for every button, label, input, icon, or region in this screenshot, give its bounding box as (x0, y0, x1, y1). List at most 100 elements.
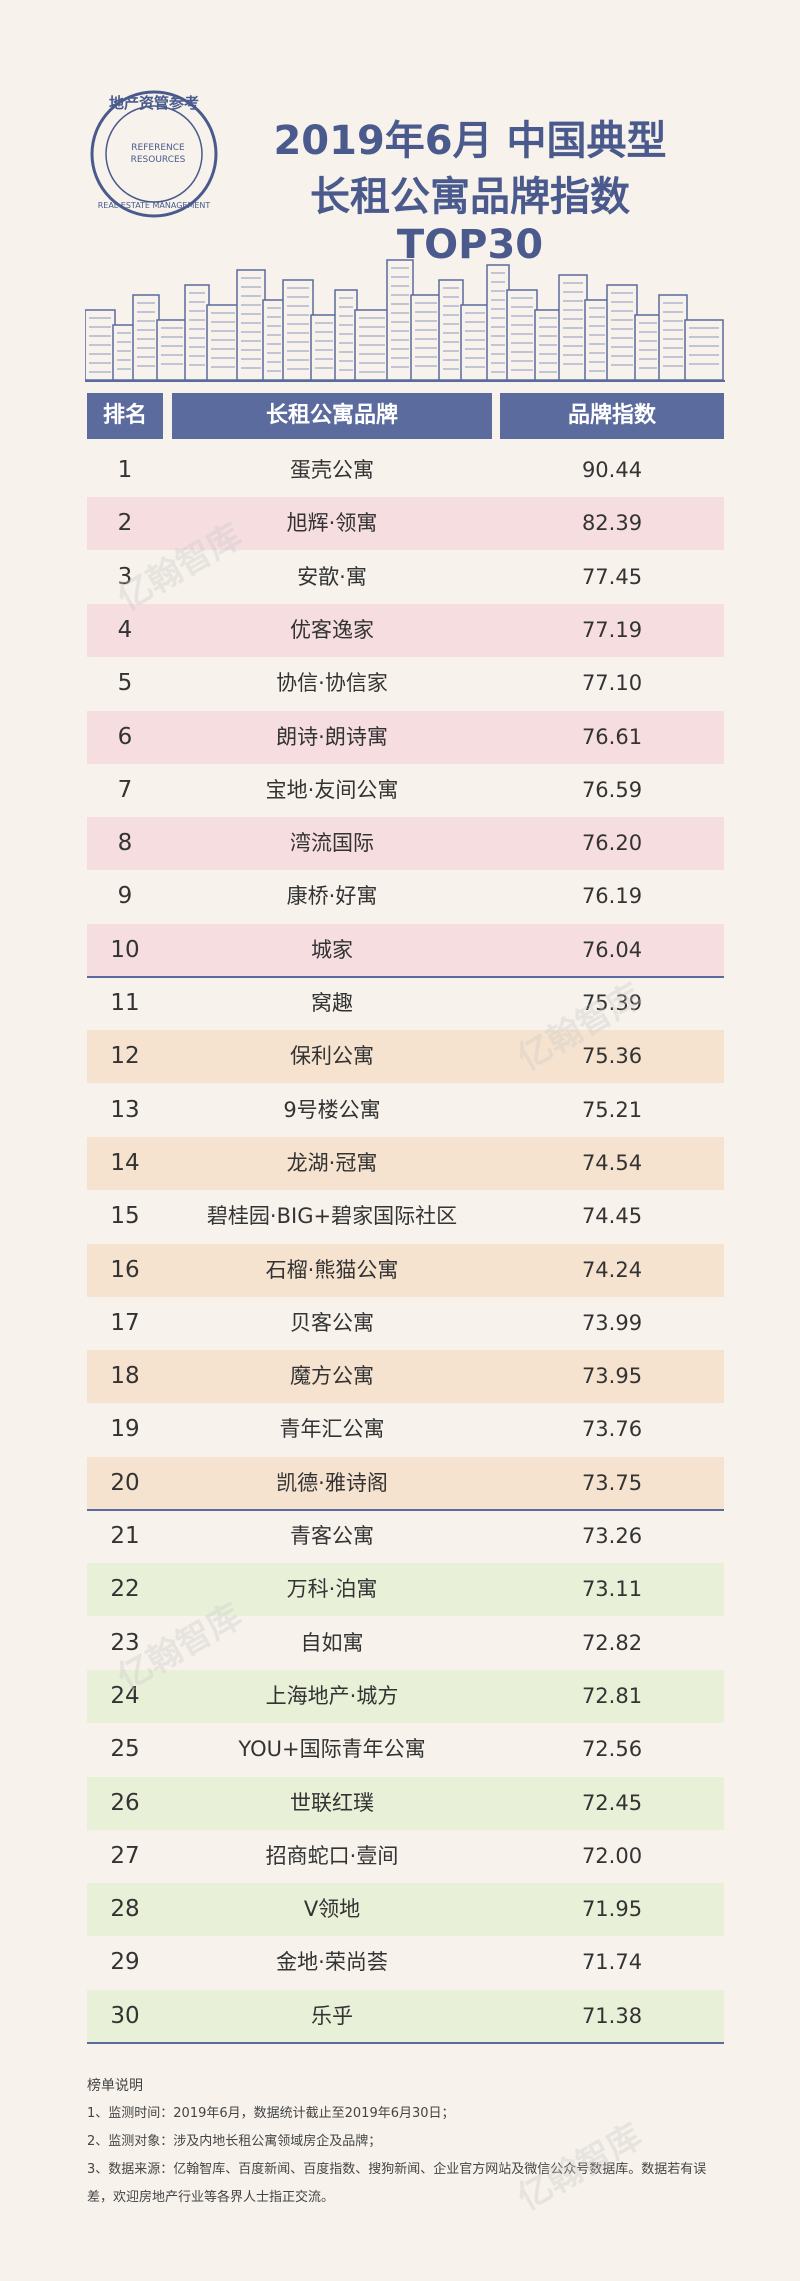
rank-cell: 11 (110, 990, 140, 1016)
building (184, 284, 210, 381)
table-row: 28 V领地 71.95 (87, 1883, 724, 1937)
table-row: 14 龙湖·冠寓 74.54 (87, 1136, 724, 1190)
index-cell: 74.24 (581, 1257, 643, 1282)
table-row: 15 碧桂园·BIG+碧家国际社区 74.45 (87, 1190, 724, 1243)
brand-cell: 湾流国际 (290, 831, 374, 856)
table-row: 18 魔方公寓 73.95 (87, 1350, 724, 1404)
table-row: 25 YOU+国际青年公寓 72.56 (87, 1723, 724, 1776)
note-line: 2、监测对象：涉及内地长租公寓领域房企及品牌； (87, 2134, 382, 2149)
table-row: 19 青年汇公寓 73.76 (87, 1403, 724, 1456)
notes-title: 榜单说明 (87, 2078, 143, 2094)
rank-cell: 20 (110, 1469, 140, 1496)
table-row: 8 湾流国际 76.20 (87, 817, 724, 871)
index-cell: 72.81 (581, 1683, 643, 1708)
index-cell: 76.20 (581, 831, 643, 856)
brand-cell: YOU+国际青年公寓 (238, 1737, 426, 1762)
table-row: 4 优客逸家 77.19 (87, 603, 724, 657)
index-cell: 73.26 (581, 1524, 643, 1548)
index-cell: 76.19 (581, 884, 643, 909)
note-line: 3、数据来源：亿翰智库、百度新闻、百度指数、搜狗新闻、企业官方网站及微信公众号数… (87, 2162, 707, 2205)
table-row: 5 协信·协信家 77.10 (87, 657, 724, 710)
brand-cell: 青年汇公寓 (279, 1417, 385, 1442)
column-header: 长租公寓品牌 (172, 393, 492, 439)
separator (87, 976, 724, 978)
column-header: 排名 (87, 393, 163, 439)
brand-cell: 城家 (311, 937, 353, 962)
logo-en: RESOURCES (131, 155, 186, 165)
title: 2019年6月 中国典型 (273, 118, 667, 164)
rank-cell: 23 (110, 1629, 140, 1656)
brand-cell: 乐乎 (311, 2003, 353, 2028)
brand-cell: 万科·泊寓 (286, 1577, 378, 1602)
brand-cell: 龙湖·冠寓 (286, 1150, 378, 1175)
brand-cell: 金地·荣尚荟 (276, 1950, 388, 1975)
table-row: 10 城家 76.04 (87, 923, 724, 977)
building (386, 259, 414, 381)
table-row: 7 宝地·友间公寓 76.59 (87, 764, 724, 817)
table-row: 11 窝趣 75.39 (87, 977, 724, 1030)
rank-cell: 28 (110, 1896, 140, 1923)
table-row: 27 招商蛇口·壹间 72.00 (87, 1830, 724, 1883)
rank-cell: 17 (110, 1309, 140, 1336)
building (156, 319, 188, 381)
index-cell: 77.10 (581, 671, 643, 696)
rank-cell: 4 (117, 616, 133, 643)
index-cell: 73.95 (581, 1364, 643, 1389)
rank-cell: 12 (110, 1043, 140, 1070)
note-line: 1、监测时间：2019年6月，数据统计截止至2019年6月30日； (87, 2106, 455, 2121)
table-row: 16 石榴·熊猫公寓 74.24 (87, 1243, 724, 1297)
brand-cell: 碧桂园·BIG+碧家国际社区 (206, 1204, 458, 1229)
brand-cell: 保利公寓 (290, 1044, 374, 1069)
rank-cell: 6 (117, 723, 133, 750)
brand-cell: 自如寓 (300, 1630, 364, 1655)
table-row: 24 上海地产·城方 72.81 (87, 1669, 724, 1723)
building (684, 319, 724, 381)
rank-cell: 19 (110, 1416, 140, 1443)
index-cell: 73.99 (581, 1310, 643, 1335)
table-row: 6 朗诗·朗诗寓 76.61 (87, 710, 724, 764)
building (262, 299, 286, 381)
logo-en: REFERENCE (131, 143, 185, 153)
index-cell: 75.21 (581, 1097, 643, 1122)
index-cell: 73.11 (581, 1577, 643, 1602)
brand-cell: 协信·协信家 (276, 671, 388, 696)
rank-cell: 5 (117, 670, 133, 697)
building (410, 294, 442, 381)
rank-cell: 1 (117, 457, 133, 483)
rank-cell: 24 (110, 1682, 140, 1709)
building (506, 289, 538, 381)
brand-cell: 安歆·寓 (297, 564, 367, 589)
rank-cell: 18 (110, 1363, 140, 1390)
rank-cell: 21 (110, 1523, 140, 1549)
table-row: 30 乐乎 71.38 (87, 1989, 724, 2043)
rank-cell: 22 (110, 1576, 140, 1603)
notes: 榜单说明 1、监测时间：2019年6月，数据统计截止至2019年6月30日； 2、… (87, 2072, 727, 2212)
separator (87, 1509, 724, 1511)
index-cell: 71.74 (581, 1950, 643, 1975)
rank-cell: 9 (117, 883, 133, 910)
brand-cell: 9号楼公寓 (283, 1097, 381, 1122)
building (310, 314, 338, 381)
logo-en: REAL ESTATE MANAGEMENT (98, 201, 211, 210)
brand-cell: 青客公寓 (290, 1524, 374, 1548)
rank-cell: 7 (117, 776, 133, 803)
index-cell: 76.04 (581, 937, 643, 962)
rank-cell: 30 (110, 2002, 140, 2029)
building (334, 289, 358, 381)
building (282, 279, 314, 381)
index-cell: 74.45 (581, 1204, 643, 1229)
table-row: 29 金地·荣尚荟 71.74 (87, 1936, 724, 1989)
index-cell: 71.95 (581, 1897, 643, 1922)
brand-cell: 窝趣 (311, 991, 353, 1015)
table-row: 17 贝客公寓 73.99 (87, 1297, 724, 1350)
index-cell: 82.39 (581, 511, 643, 536)
brand-cell: 凯德·雅诗阁 (276, 1470, 388, 1495)
brand-cell: 康桥·好寓 (286, 884, 378, 909)
index-cell: 75.39 (581, 991, 643, 1015)
brand-cell: V领地 (303, 1897, 361, 1922)
table-row: 21 青客公寓 73.26 (87, 1510, 724, 1563)
index-cell: 76.59 (581, 777, 643, 802)
table-row: 1 蛋壳公寓 90.44 (87, 444, 724, 497)
table-row: 12 保利公寓 75.36 (87, 1030, 724, 1084)
